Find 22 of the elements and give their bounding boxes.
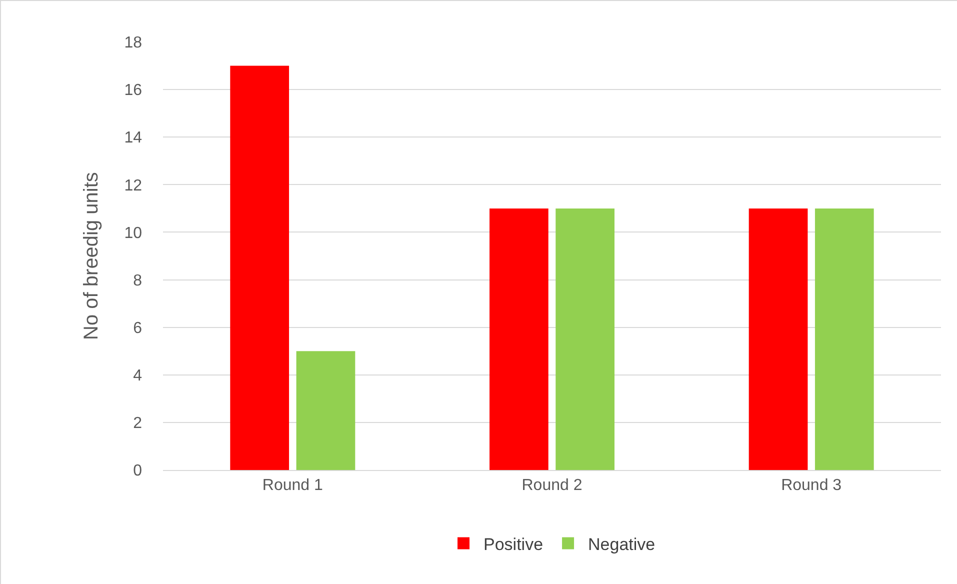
legend-label: Negative bbox=[588, 534, 656, 554]
y-tick-label: 18 bbox=[124, 34, 142, 52]
x-tick-label: Round 1 bbox=[262, 477, 324, 494]
bar bbox=[748, 208, 808, 470]
bar bbox=[490, 208, 548, 470]
y-tick-label: 6 bbox=[133, 320, 142, 337]
x-tick-label: Round 2 bbox=[522, 477, 582, 494]
bar bbox=[556, 208, 614, 470]
y-axis-title: No of breedig units bbox=[80, 172, 103, 340]
x-tick-label: Round 3 bbox=[781, 477, 842, 494]
y-tick-label: 8 bbox=[133, 272, 142, 290]
y-tick-label: 10 bbox=[124, 224, 142, 242]
bar bbox=[814, 208, 874, 470]
y-tick-label: 14 bbox=[124, 130, 142, 147]
y-tick-label: 4 bbox=[133, 367, 142, 384]
y-tick-label: 0 bbox=[133, 462, 142, 480]
y-tick-label: 2 bbox=[133, 415, 142, 432]
bar bbox=[230, 66, 290, 470]
y-tick-label: 12 bbox=[124, 177, 142, 194]
legend-label: Positive bbox=[484, 534, 544, 554]
bar bbox=[296, 351, 356, 470]
y-tick-label: 16 bbox=[124, 82, 142, 100]
